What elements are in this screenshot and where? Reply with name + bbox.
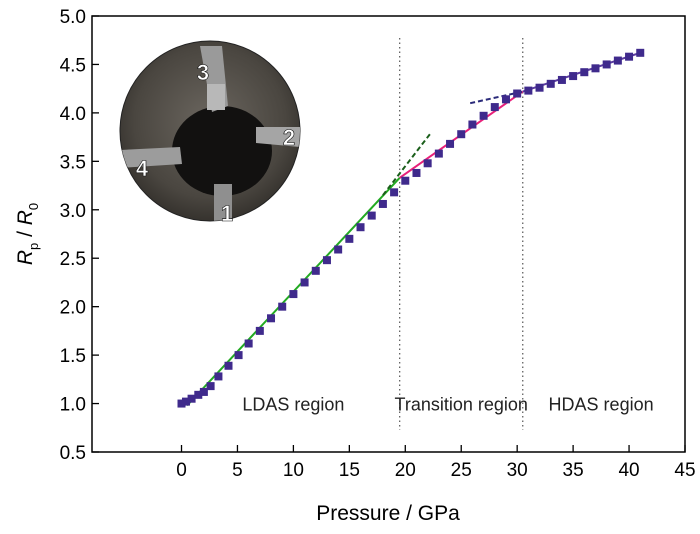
- x-tick-label: 0: [176, 460, 187, 481]
- data-point: [591, 64, 600, 73]
- data-point: [300, 278, 309, 287]
- data-point: [311, 266, 320, 275]
- inset-probe-label: 1: [221, 201, 233, 226]
- data-point: [345, 234, 354, 243]
- y-tick-label: 2.0: [60, 298, 86, 319]
- data-point: [367, 211, 376, 220]
- data-point: [234, 351, 243, 360]
- x-tick-label: 40: [618, 460, 639, 481]
- data-point: [513, 89, 522, 98]
- y-axis-title: Rp / R0: [14, 203, 41, 265]
- data-point: [244, 339, 253, 348]
- data-point: [412, 168, 421, 177]
- x-tick-label: 45: [674, 460, 695, 481]
- data-point: [255, 326, 264, 335]
- data-point: [322, 256, 331, 265]
- data-point: [557, 75, 566, 84]
- x-axis-title: Pressure / GPa: [316, 502, 460, 525]
- y-tick-label: 1.5: [60, 346, 86, 367]
- inset-labels: 3 2 4 1: [136, 60, 296, 227]
- y-tick-label: 3.5: [60, 152, 86, 173]
- inset-probe-label: 3: [197, 60, 209, 85]
- data-point: [457, 130, 466, 139]
- inset-sample: [172, 106, 272, 196]
- data-point: [501, 95, 510, 104]
- region-label: LDAS region: [242, 394, 344, 414]
- data-point: [181, 397, 190, 406]
- data-point: [356, 223, 365, 232]
- data-markers: [177, 48, 645, 408]
- data-point: [602, 60, 611, 69]
- data-point: [224, 361, 233, 370]
- y-axis-title-sub-p: p: [26, 243, 41, 250]
- inset-probe-2: [256, 127, 300, 147]
- x-tick-label: 5: [232, 460, 243, 481]
- data-point: [569, 72, 578, 81]
- plot-frame: [91, 15, 686, 453]
- fit-line: [382, 133, 431, 196]
- y-axis-title-sep: /: [14, 225, 37, 243]
- x-tick-label: 35: [563, 460, 584, 481]
- y-tick-label: 0.5: [60, 443, 86, 464]
- inset-probe-label: 2: [283, 125, 295, 150]
- y-axis-title-R: R: [14, 250, 37, 265]
- data-point: [267, 314, 276, 323]
- y-axis-title-R0: R: [14, 210, 37, 225]
- inset-probe-1: [214, 184, 232, 221]
- data-point: [434, 149, 443, 158]
- data-point: [278, 302, 287, 311]
- x-tick-label: 30: [507, 460, 528, 481]
- x-tick-label: 25: [451, 460, 472, 481]
- data-point: [177, 399, 186, 408]
- x-tick-label: 15: [339, 460, 360, 481]
- data-point: [199, 387, 208, 396]
- y-tick-label: 4.0: [60, 104, 86, 125]
- x-axis-ticks: 0 5 10 15 20 25 30 35 40 45: [176, 445, 696, 481]
- data-point: [636, 48, 645, 57]
- y-tick-label: 3.0: [60, 201, 86, 222]
- data-point: [378, 199, 387, 208]
- data-point: [546, 79, 555, 88]
- data-point: [194, 390, 203, 399]
- y-axis-ticks: 0.5 1.0 1.5 2.0 2.5 3.0 3.5 4.0 4.5 5.0: [60, 7, 99, 464]
- y-tick-label: 5.0: [60, 7, 86, 28]
- data-point: [187, 394, 196, 403]
- data-point: [490, 103, 499, 112]
- data-point: [423, 159, 432, 168]
- y-axis-title-sub-0: 0: [26, 203, 41, 210]
- data-point: [524, 86, 533, 95]
- data-point: [468, 120, 477, 129]
- data-point: [535, 83, 544, 92]
- data-point: [214, 372, 223, 381]
- inset-probe-3-tip: [207, 84, 225, 110]
- data-point: [334, 245, 343, 254]
- y-tick-label: 4.5: [60, 55, 86, 76]
- data-point: [613, 56, 622, 65]
- inset-photo: [119, 40, 301, 222]
- data-point: [625, 52, 634, 61]
- data-point: [206, 382, 215, 391]
- data-point: [580, 68, 589, 77]
- inset-probe-label: 4: [136, 156, 149, 181]
- data-point: [401, 176, 410, 185]
- data-point: [446, 139, 455, 148]
- data-point: [479, 111, 488, 120]
- y-tick-label: 1.0: [60, 395, 86, 416]
- data-point: [390, 188, 399, 197]
- region-annotations: LDAS region Transition region HDAS region: [242, 394, 653, 414]
- inset-probe-4: [120, 147, 182, 168]
- x-tick-label: 10: [283, 460, 304, 481]
- x-tick-label: 20: [395, 460, 416, 481]
- region-label: HDAS region: [549, 394, 654, 414]
- y-tick-label: 2.5: [60, 249, 86, 270]
- data-point: [289, 290, 298, 299]
- region-label: Transition region: [395, 394, 528, 414]
